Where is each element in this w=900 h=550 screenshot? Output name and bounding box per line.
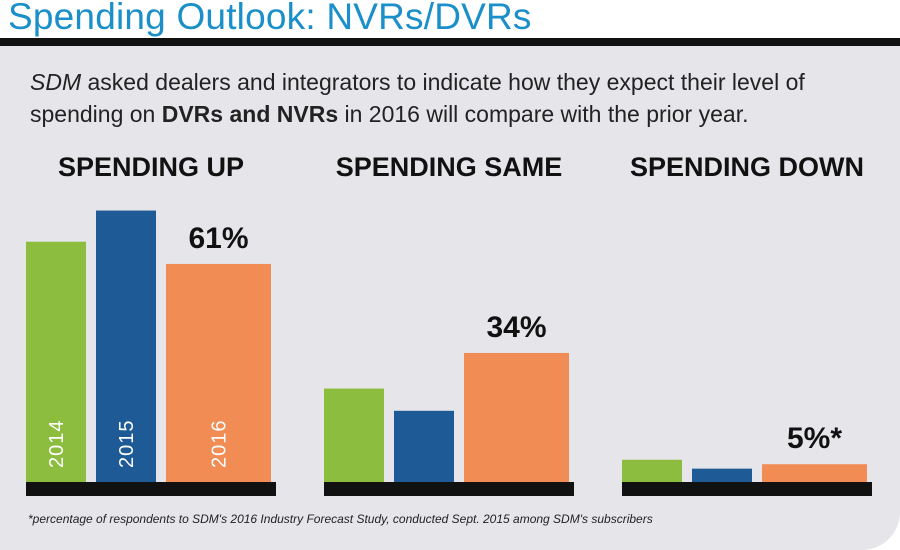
intro-brand: SDM: [30, 69, 82, 95]
bar-spending-down-2016: [762, 464, 867, 482]
bar-spending-down-2015: [692, 468, 752, 482]
bar-spending-up-2016: [166, 263, 271, 482]
year-label-2015: 2015: [116, 420, 138, 469]
bar-spending-same-2015: [394, 410, 454, 482]
footnote: *percentage of respondents to SDM's 2016…: [28, 512, 653, 526]
group-title-spending-same: SPENDING SAME: [336, 152, 563, 182]
bar-spending-down-2014: [622, 459, 682, 482]
year-label-2014: 2014: [46, 420, 68, 469]
intro-text-before: asked dealers and integrators to indicat…: [30, 69, 805, 127]
group-title-spending-down: SPENDING DOWN: [630, 152, 864, 182]
chart-title: Spending Outlook: NVRs/DVRs: [8, 0, 532, 37]
baseline-spending-up: [26, 482, 276, 496]
bar-spending-same-2014: [324, 388, 384, 482]
title-rule: [0, 38, 900, 46]
baseline-spending-same: [324, 482, 574, 496]
bar-spending-same-2016: [464, 352, 569, 482]
intro-bold: DVRs and NVRs: [161, 101, 339, 127]
intro-text-after: in 2016 will compare with the prior year…: [338, 101, 749, 127]
value-label-spending-up: 61%: [188, 222, 248, 255]
bar-spending-up-2015: [96, 210, 156, 483]
year-label-2016: 2016: [209, 420, 231, 469]
value-label-spending-down: 5%*: [787, 422, 842, 455]
bar-spending-up-2014: [26, 241, 86, 482]
baseline-spending-down: [622, 482, 872, 496]
value-label-spending-same: 34%: [486, 311, 546, 344]
intro-text: SDM asked dealers and integrators to ind…: [30, 66, 880, 130]
group-title-spending-up: SPENDING UP: [58, 152, 244, 182]
